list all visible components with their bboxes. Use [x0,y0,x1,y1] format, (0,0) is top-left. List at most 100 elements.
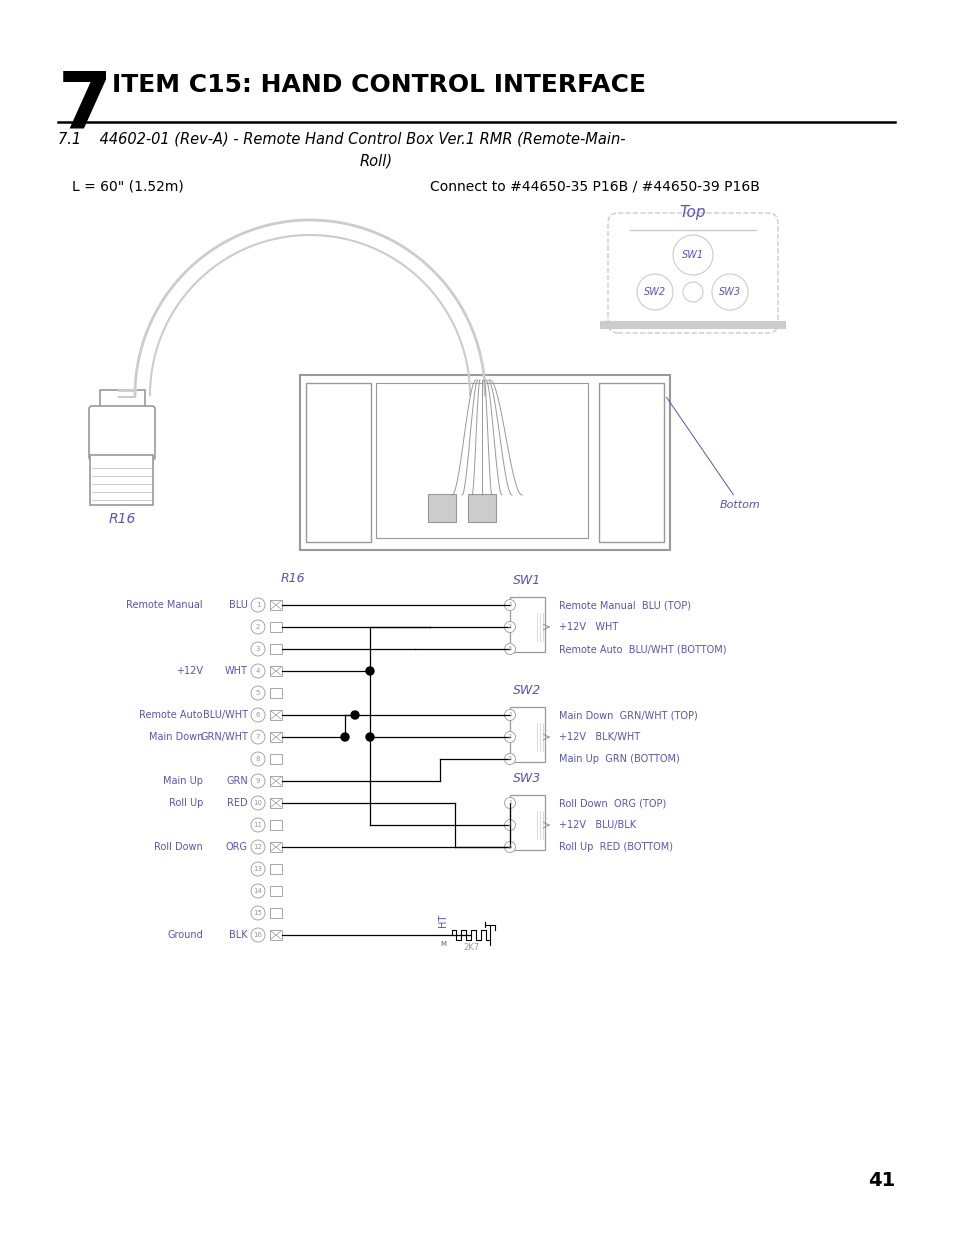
Text: 7.1    44602-01 (Rev-A) - Remote Hand Control Box Ver.1 RMR (Remote-Main-: 7.1 44602-01 (Rev-A) - Remote Hand Contr… [58,132,625,147]
Circle shape [504,643,515,655]
Text: RED: RED [227,798,248,808]
Text: Main Down  GRN/WHT (TOP): Main Down GRN/WHT (TOP) [558,710,697,720]
Circle shape [711,274,747,310]
Text: Roll): Roll) [359,153,393,168]
Text: 4: 4 [255,668,260,674]
Text: GRN/WHT: GRN/WHT [200,732,248,742]
Bar [428,494,456,522]
Text: 13: 13 [253,866,262,872]
FancyBboxPatch shape [607,212,778,333]
Text: 9: 9 [255,778,260,784]
Text: SW1: SW1 [513,574,541,587]
Text: 2: 2 [507,823,512,827]
Circle shape [251,620,265,634]
Circle shape [251,774,265,788]
Circle shape [504,753,515,764]
Text: L = 60" (1.52m): L = 60" (1.52m) [71,180,184,194]
Bar [270,885,282,897]
Text: +12V   WHT: +12V WHT [558,622,618,632]
Circle shape [504,621,515,632]
Text: 3: 3 [507,757,512,762]
Text: BLU/WHT: BLU/WHT [203,710,248,720]
Bar [510,597,544,652]
Bar [270,666,282,676]
Text: BLK: BLK [229,930,248,940]
Bar [270,600,282,610]
Bar [598,383,663,542]
Text: SW2: SW2 [643,287,665,296]
Text: Main Up  GRN (BOTTOM): Main Up GRN (BOTTOM) [558,755,679,764]
Text: 3: 3 [507,646,512,652]
Circle shape [251,927,265,942]
Text: Main Up: Main Up [163,776,203,785]
Circle shape [251,797,265,810]
Text: +12V   BLK/WHT: +12V BLK/WHT [558,732,639,742]
Text: 1: 1 [508,603,512,608]
Circle shape [672,235,712,275]
Text: 1: 1 [255,601,260,608]
Text: Remote Manual: Remote Manual [126,600,203,610]
Text: 2: 2 [507,625,512,630]
Text: WHT: WHT [225,666,248,676]
Bar [100,390,145,410]
Circle shape [251,598,265,613]
Text: Remote Manual  BLU (TOP): Remote Manual BLU (TOP) [558,600,690,610]
Bar [270,776,282,785]
Circle shape [351,711,358,719]
Text: Bottom: Bottom [666,398,760,510]
Text: 1: 1 [508,800,512,805]
Text: R16: R16 [280,572,305,585]
Circle shape [366,667,374,676]
Text: 6: 6 [255,713,260,718]
Text: 7: 7 [255,734,260,740]
Text: 12: 12 [253,844,262,850]
Text: ORG: ORG [226,842,248,852]
Text: SW3: SW3 [513,772,541,785]
Text: 16: 16 [253,932,262,939]
Text: +12V   BLU/BLK: +12V BLU/BLK [558,820,636,830]
Circle shape [366,734,374,741]
Text: Roll Up: Roll Up [169,798,203,808]
Text: Roll Down: Roll Down [154,842,203,852]
Circle shape [251,708,265,722]
Bar [270,908,282,918]
Bar [270,622,282,632]
Circle shape [251,906,265,920]
Text: 8: 8 [255,756,260,762]
Circle shape [251,884,265,898]
Text: R16: R16 [109,513,135,526]
Bar [510,795,544,850]
Circle shape [251,752,265,766]
Bar [270,755,282,764]
Circle shape [251,862,265,876]
Bar [270,710,282,720]
Circle shape [251,840,265,853]
Circle shape [504,820,515,830]
Text: Remote Auto: Remote Auto [139,710,203,720]
Text: 14: 14 [253,888,262,894]
Bar [270,798,282,808]
Bar [270,643,282,655]
Text: SW3: SW3 [719,287,740,296]
Text: GRN: GRN [226,776,248,785]
Text: Remote Auto  BLU/WHT (BOTTOM): Remote Auto BLU/WHT (BOTTOM) [558,643,726,655]
Circle shape [340,734,349,741]
Text: 41: 41 [867,1171,894,1191]
Bar [510,706,544,762]
Text: 5: 5 [255,690,260,697]
Text: Connect to #44650-35 P16B / #44650-39 P16B: Connect to #44650-35 P16B / #44650-39 P1… [430,180,760,194]
Text: 2: 2 [255,624,260,630]
Bar [599,321,784,329]
Text: Main Down: Main Down [149,732,203,742]
Text: Roll Down  ORG (TOP): Roll Down ORG (TOP) [558,798,665,808]
Text: M: M [439,941,446,947]
Circle shape [504,599,515,610]
Text: 3: 3 [507,845,512,850]
Bar [90,454,152,505]
Text: 2: 2 [507,735,512,740]
Text: SW2: SW2 [513,684,541,697]
Bar [468,494,496,522]
Text: 10: 10 [253,800,262,806]
Text: +12V: +12V [175,666,203,676]
Text: ITEM C15: HAND CONTROL INTERFACE: ITEM C15: HAND CONTROL INTERFACE [112,73,645,98]
